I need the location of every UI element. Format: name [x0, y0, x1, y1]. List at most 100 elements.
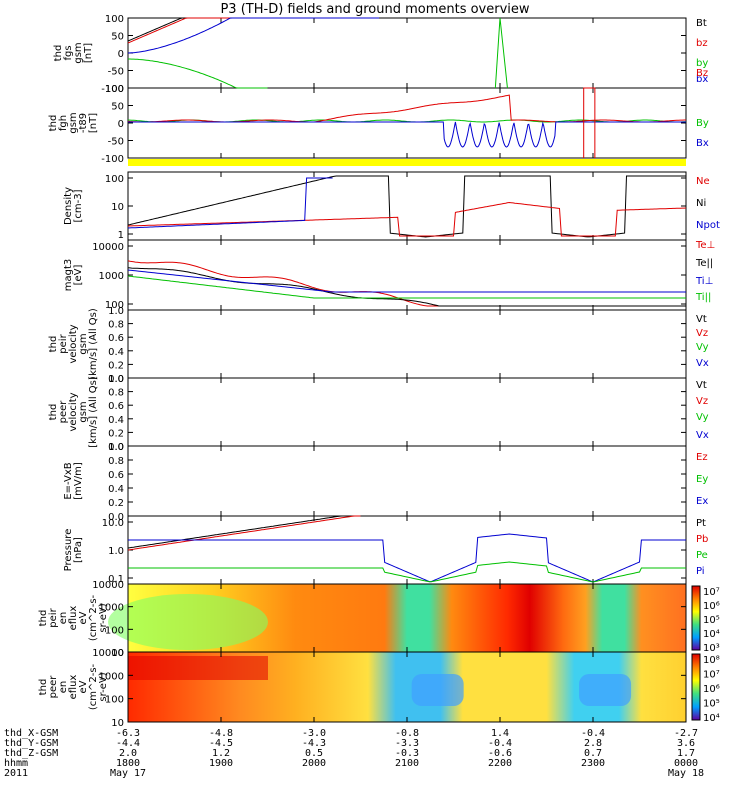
trace-fgh-spike	[583, 87, 596, 158]
ion_spec-ytick-label: 1000	[99, 603, 124, 614]
pressure-ytick-label: 1.0	[108, 546, 124, 557]
panel-efield: 1.0 0.8 0.6 0.4 0.2 0.0 E=-VxB [mV/m] Ez Ey Ex	[63, 442, 708, 523]
density-ytick-label: 10	[111, 202, 124, 213]
pressure-frame	[127, 515, 687, 585]
xaxis-year: 2011	[4, 768, 28, 779]
ele_spec-colorbar-label: 10⁶	[703, 684, 720, 695]
trace-fgs-bx	[127, 17, 380, 54]
efield-ytick-label: 0.4	[108, 484, 124, 495]
fgh-ytick-label: 0	[118, 119, 124, 130]
pressure-legend-Pi: Pi	[696, 566, 705, 577]
fgs-legend-bz: bz	[696, 38, 708, 49]
ve-legend-Vy: Vy	[696, 412, 709, 423]
trace-density-npot	[127, 177, 333, 229]
efield-ylabel: [mV/m]	[73, 462, 84, 500]
ele_spec-colorbar-label: 10⁸	[703, 655, 720, 666]
fgh-legend-By: By	[696, 118, 709, 129]
density-ytick-label: 1	[118, 230, 124, 241]
fgh-ylabel: [nT]	[88, 113, 99, 133]
xaxis-value: -0.8	[395, 728, 419, 739]
fgs-legend-Bt: Bt	[696, 18, 707, 29]
temp-ylabel: magt3	[63, 259, 74, 292]
vi-legend-Vy: Vy	[696, 342, 709, 353]
ion-low-energy-region	[108, 594, 268, 650]
panel-ele_spec: 10⁸ 10⁷ 10⁶ 10⁵ 10⁴ 10000 1000 100 10 thd peer en ef…	[38, 648, 720, 729]
fgs-ylabel: fgs	[63, 45, 74, 60]
fgh-ylabel: fgh	[58, 115, 69, 131]
fgh-frame	[127, 87, 687, 159]
temp-legend-Te⊥: Te⊥	[695, 240, 715, 251]
trace-fgh-bx	[128, 121, 686, 148]
fgs-legend-bx: bx	[696, 74, 708, 85]
status-bar	[128, 159, 686, 166]
fgh-ylabel: -t89	[78, 113, 89, 133]
density-legend-Npot: Npot	[696, 220, 720, 231]
panel-density: 100 10 1 Density [cm-3] Ne Ni Npot	[63, 171, 720, 241]
ele_spec-ylabel: en	[58, 681, 69, 694]
vi-ylabel: [km/s] (All Qs)	[88, 308, 99, 380]
ve-ytick-label: 1.0	[108, 374, 124, 385]
xaxis-value: -4.4	[116, 738, 140, 749]
ion_spec-ylabel: sr-eV)	[98, 603, 109, 632]
vi-legend-Vt: Vt	[696, 314, 707, 325]
ve-ylabel: peer	[58, 400, 69, 424]
xaxis-value: 0.7	[584, 748, 602, 759]
temp-ytick-label: 100	[105, 300, 124, 311]
trace-fgs-bz	[127, 17, 231, 44]
vi-ylabel: gsm	[78, 333, 89, 354]
fgs-ytick-label: 0	[118, 49, 124, 60]
ele-hole-2	[579, 674, 632, 706]
vi-ytick-label: 0.4	[108, 347, 124, 358]
xaxis-value: 3.6	[677, 738, 695, 749]
panel-pressure: 10.0 1.0 0.1 Pressure [nPa] Pt Pb Pe Pi	[63, 515, 708, 585]
trace-pressure-pt	[127, 515, 361, 549]
ion_spec-colorbar-label: 10⁵	[703, 615, 720, 626]
temp-legend-Ti||: Ti||	[695, 292, 711, 303]
fgh-ytick-label: 50	[111, 102, 124, 113]
ve-ylabel: gsm	[78, 401, 89, 422]
ve-ytick-label: 0.4	[108, 415, 124, 426]
panel-vi: 1.0 0.8 0.6 0.4 0.2 0.0 thd peir velocity gsm [km/…	[48, 306, 709, 385]
ele-high-flux	[128, 656, 268, 680]
xaxis-date-start: May 17	[110, 768, 146, 779]
xaxis-row-label: thd_Z-GSM	[4, 748, 58, 759]
fgs-ylabel: gsm	[73, 42, 84, 63]
ion_spec-ytick-label: 10	[111, 648, 124, 659]
xaxis-row-label: thd_X-GSM	[4, 728, 58, 739]
fgs-ytick-label: 100	[105, 14, 124, 25]
ve-legend-Vt: Vt	[696, 380, 707, 391]
fgh-ytick-label: -50	[108, 137, 124, 148]
xaxis-value: 2.0	[119, 748, 137, 759]
xaxis-value: -0.6	[488, 748, 512, 759]
vi-legend-Vx: Vx	[696, 358, 709, 369]
ion_spec-ylabel: eV	[78, 611, 89, 624]
ion_spec-ytick-label: 10000	[92, 580, 124, 591]
xaxis-value: 1.2	[212, 748, 230, 759]
vi-ytick-label: 0.6	[108, 333, 124, 344]
xaxis-value: 2300	[581, 758, 605, 769]
ele-hole-1	[411, 674, 464, 706]
ve-legend-Vx: Vx	[696, 430, 709, 441]
efield-legend-Ez: Ez	[696, 452, 708, 463]
vi-ylabel: velocity	[68, 324, 79, 363]
trace-temp-tepar	[127, 267, 686, 307]
ele_spec-ylabel: peer	[48, 675, 59, 699]
vi-legend-Vz: Vz	[696, 328, 708, 339]
pressure-ylabel: Pressure	[63, 529, 74, 572]
ion_spec-ylabel: thd	[38, 610, 49, 627]
trace-pressure-pe	[128, 561, 686, 583]
density-legend-Ni: Ni	[696, 198, 706, 209]
pressure-legend-Pe: Pe	[696, 550, 708, 561]
fgs-ytick-label: -50	[108, 67, 124, 78]
ve-ylabel: velocity	[68, 392, 79, 431]
trace-fgs-spike	[494, 17, 508, 89]
efield-ytick-label: 0.8	[108, 456, 124, 467]
trace-temp-teperp	[127, 260, 686, 307]
xaxis-value: 1.7	[677, 748, 695, 759]
xaxis-value: -2.7	[674, 728, 698, 739]
ele_spec-ytick-label: 100	[105, 695, 124, 706]
xaxis-value: -4.3	[302, 738, 326, 749]
trace-fgh-bz	[127, 94, 686, 123]
temp-legend-Te||: Te||	[695, 258, 713, 269]
